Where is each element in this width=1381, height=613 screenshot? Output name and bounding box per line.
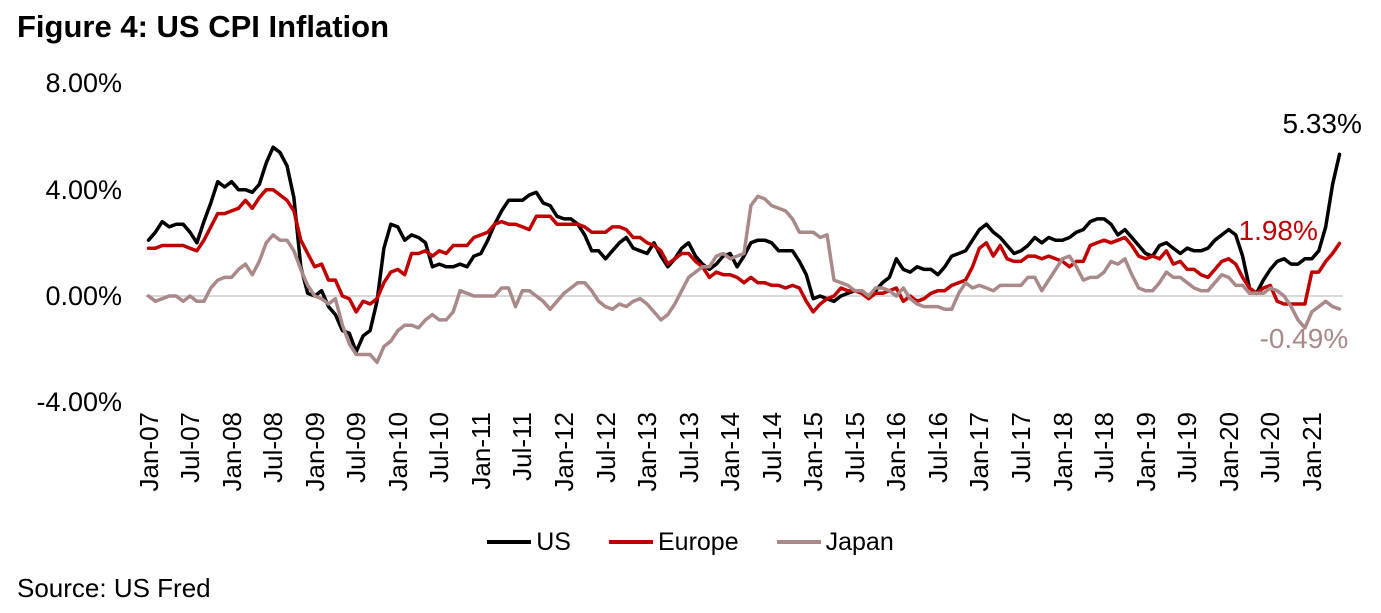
x-tick-label: Jan-16 xyxy=(881,412,912,492)
x-tick-label: Jan-11 xyxy=(465,412,496,490)
x-tick-label: Jul-08 xyxy=(258,412,289,483)
x-tick-label: Jan-07 xyxy=(133,412,164,492)
japan-legend-swatch xyxy=(776,540,821,544)
x-tick-label: Jul-18 xyxy=(1089,412,1120,483)
x-tick-label: Jan-12 xyxy=(549,412,579,492)
x-tick-label: Jan-14 xyxy=(715,412,746,492)
legend: US Europe Japan xyxy=(0,528,1381,556)
legend-item-europe: Europe xyxy=(608,528,739,556)
japan-end-label: -0.49% xyxy=(1259,323,1349,354)
y-tick-label: 8.00% xyxy=(45,68,122,99)
us-legend-swatch xyxy=(487,540,532,544)
x-tick-label: Jan-10 xyxy=(382,412,413,492)
x-tick-label: Jan-19 xyxy=(1130,412,1161,492)
x-tick-label: Jan-20 xyxy=(1213,412,1244,492)
x-tick-label: Jan-08 xyxy=(216,412,247,492)
x-tick-label: Jan-17 xyxy=(964,412,995,492)
x-tick-label: Jan-09 xyxy=(299,412,330,492)
europe-end-label: 1.98% xyxy=(1238,215,1318,247)
x-tick-label: Jan-15 xyxy=(798,412,829,492)
x-tick-label: Jul-15 xyxy=(839,412,870,483)
us-end-label: 5.33% xyxy=(1282,108,1362,140)
y-tick-label: 0.00% xyxy=(45,281,122,311)
us-line xyxy=(146,145,1342,354)
x-tick-label: Jul-16 xyxy=(922,412,953,483)
chart-title: Figure 4: US CPI Inflation xyxy=(17,9,390,44)
x-tick-label: Jan-13 xyxy=(632,412,663,492)
x-tick-label: Jul-19 xyxy=(1172,412,1203,483)
europe-legend-swatch xyxy=(608,540,653,544)
x-tick-label: Jan-18 xyxy=(1047,412,1078,492)
japan-legend-label: Japan xyxy=(825,528,894,556)
x-tick-label: Jul-07 xyxy=(175,412,205,483)
x-tick-label: Jan-21 xyxy=(1296,412,1327,492)
x-tick-label: Jul-14 xyxy=(756,412,787,483)
y-tick-label: -4.00% xyxy=(36,387,122,418)
europe-legend-label: Europe xyxy=(657,528,739,556)
legend-item-japan: Japan xyxy=(776,528,894,556)
y-tick-label: 4.00% xyxy=(45,174,122,205)
x-tick-label: Jul-17 xyxy=(1006,412,1036,483)
x-tick-label: Jul-10 xyxy=(424,412,455,483)
europe-line xyxy=(146,187,1342,314)
x-tick-label: Jul-11 xyxy=(507,412,538,481)
us-legend-label: US xyxy=(536,528,571,556)
legend-item-us: US xyxy=(487,528,571,556)
source-note: Source: US Fred xyxy=(17,573,211,603)
x-tick-label: Jul-09 xyxy=(341,412,372,483)
japan-line xyxy=(146,194,1342,365)
x-tick-label: Jul-20 xyxy=(1255,412,1286,483)
x-tick-label: Jul-13 xyxy=(673,412,704,483)
x-tick-label: Jul-12 xyxy=(590,412,621,483)
